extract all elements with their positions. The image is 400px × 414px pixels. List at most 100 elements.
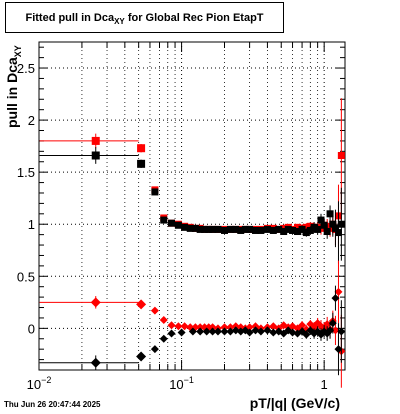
data-point-square: [181, 223, 189, 231]
data-point-square: [302, 229, 310, 237]
chart-title: Fitted pull in DcaXY for Global Rec Pion…: [6, 3, 283, 37]
data-point-diamond: [328, 319, 337, 328]
data-point-square: [168, 219, 176, 227]
data-point-diamond: [298, 321, 307, 330]
data-point-square: [205, 225, 213, 233]
data-point-square: [337, 220, 345, 228]
y-axis-title-main: pull in Dca: [4, 57, 20, 128]
y-tick-label: 2: [28, 113, 35, 128]
title-box: Fitted pull in DcaXY for Global Rec Pion…: [5, 2, 284, 33]
y-tick-label: 0: [28, 321, 35, 336]
x-tick-label: 10−2: [27, 375, 52, 392]
title-suffix: for Global Rec Pion EtapT: [124, 12, 264, 24]
data-point-square: [306, 226, 314, 234]
data-point-square: [320, 221, 328, 229]
data-point-square: [293, 228, 301, 236]
data-point-diamond: [174, 322, 183, 331]
data-point-diamond: [150, 306, 159, 315]
data-point-square: [186, 224, 194, 232]
data-point-diamond: [213, 327, 222, 336]
data-point-diamond: [302, 330, 311, 339]
data-point-square: [284, 225, 292, 233]
data-point-square: [334, 229, 342, 237]
data-point-square: [280, 228, 288, 236]
data-point-diamond: [90, 297, 101, 308]
data-point-square: [323, 228, 331, 236]
y-tick-label: 2.5: [17, 61, 35, 76]
data-point-diamond: [331, 294, 340, 303]
data-point-diamond: [196, 323, 205, 332]
y-tick-label: 0.5: [17, 269, 35, 284]
data-point-square: [137, 144, 146, 153]
x-tick-label-exponent: −1: [184, 375, 194, 385]
data-point-square: [91, 136, 100, 145]
y-axis-title: pull in DcaXY: [4, 45, 23, 128]
data-point-square: [329, 220, 337, 228]
axis-ticks: [38, 42, 345, 370]
data-point-diamond: [159, 334, 168, 343]
x-tick-label: 1: [321, 377, 328, 392]
data-point-diamond: [90, 357, 101, 368]
title-sub: XY: [114, 17, 125, 27]
data-point-square: [289, 226, 297, 234]
data-point-square: [246, 225, 254, 233]
data-point-diamond: [180, 322, 189, 331]
y-tick-label: 1.5: [17, 165, 35, 180]
data-point-square: [293, 223, 301, 231]
data-point-diamond: [202, 327, 211, 336]
data-point-square: [252, 226, 260, 234]
data-point-square: [310, 223, 318, 231]
data-point-square: [196, 225, 204, 233]
timestamp: Thu Jun 26 20:47:44 2025: [4, 400, 101, 409]
data-point-diamond: [331, 326, 340, 335]
y-tick-label: 1: [28, 217, 35, 232]
data-point-square: [91, 151, 100, 160]
data-point-diamond: [136, 351, 147, 362]
plot-frame: [38, 41, 346, 371]
data-point-square: [337, 151, 345, 159]
data-point-diamond: [226, 323, 235, 332]
x-tick-label-base: 10: [169, 377, 183, 392]
data-point-diamond: [256, 327, 265, 336]
data-point-diamond: [269, 328, 278, 337]
data-point-square: [275, 225, 283, 233]
data-point-diamond: [251, 326, 260, 335]
data-point-diamond: [177, 328, 186, 337]
data-point-diamond: [150, 345, 159, 354]
data-point-diamond: [220, 327, 229, 336]
title-main: Fitted pull in Dca: [25, 12, 115, 24]
data-markers: [39, 98, 346, 388]
data-point-diamond: [337, 327, 346, 336]
data-point-diamond: [167, 321, 176, 330]
data-point-diamond: [220, 323, 229, 332]
data-point-square: [221, 226, 229, 234]
data-point-square: [160, 216, 168, 224]
data-point-diamond: [136, 299, 147, 310]
data-point-diamond: [188, 327, 197, 336]
data-point-diamond: [334, 287, 343, 296]
tick-labels: 0 0.5 1 1.5 2 2.5 10−2 10−1 1: [17, 61, 328, 392]
data-point-diamond: [196, 327, 205, 336]
data-point-square: [241, 225, 249, 233]
data-point-square: [331, 224, 339, 232]
data-point-square: [302, 223, 310, 231]
data-point-square: [237, 226, 245, 234]
data-point-diamond: [159, 316, 168, 325]
x-tick-label: 10−1: [169, 375, 194, 392]
data-point-square: [298, 225, 306, 233]
data-point-diamond: [226, 327, 235, 336]
data-point-diamond: [208, 327, 217, 336]
data-point-square: [326, 210, 334, 218]
data-point-square: [137, 159, 146, 168]
data-point-square: [269, 226, 277, 234]
data-point-square: [263, 225, 271, 233]
data-point-square: [174, 221, 182, 229]
data-point-diamond: [208, 323, 217, 332]
data-point-square: [151, 188, 159, 196]
data-point-square: [317, 216, 325, 224]
data-point-square: [232, 225, 240, 233]
data-point-diamond: [334, 345, 343, 354]
data-point-square: [201, 225, 209, 233]
data-point-square: [314, 225, 322, 233]
